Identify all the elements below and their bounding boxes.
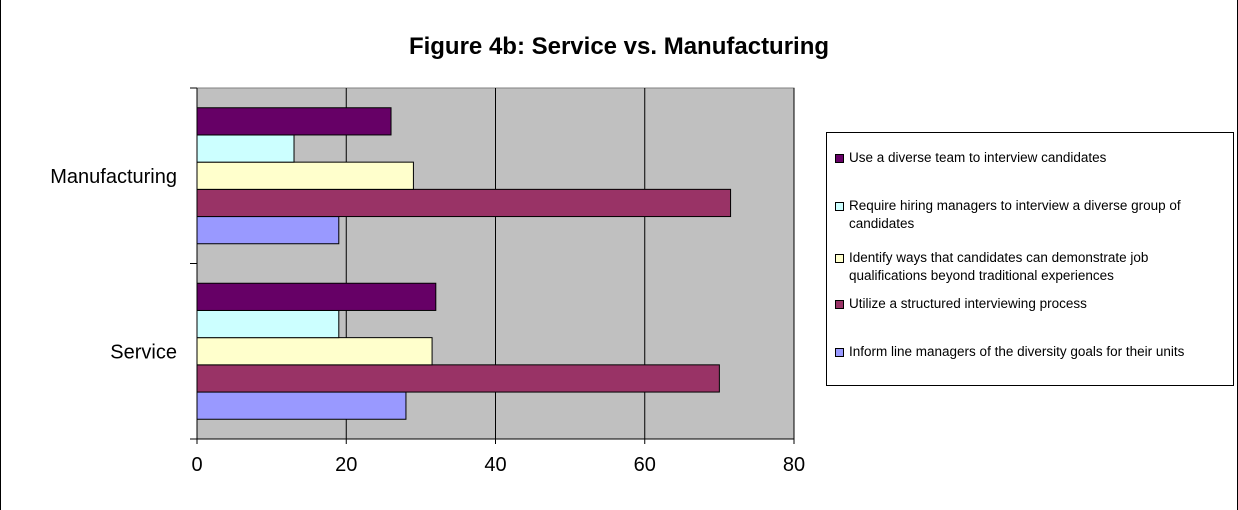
bar — [196, 107, 392, 136]
y-category-label: Manufacturing — [50, 166, 177, 188]
x-tick-label: 60 — [634, 454, 656, 476]
bar — [196, 161, 414, 190]
bar — [196, 134, 295, 163]
bar — [196, 364, 720, 393]
axes — [190, 87, 795, 444]
legend-item: Identify ways that candidates can demons… — [835, 249, 1229, 285]
legend-swatch — [835, 254, 844, 263]
axis-labels: 0 20 40 60 80 Service Manufacturing — [50, 166, 805, 476]
legend-swatch — [835, 300, 844, 309]
x-tick-label: 20 — [335, 454, 357, 476]
bar — [196, 188, 732, 218]
bar — [196, 337, 433, 366]
legend-swatch — [835, 202, 844, 211]
bars — [196, 107, 732, 420]
legend-label: Identify ways that candidates can demons… — [849, 250, 1149, 283]
chart-title: Figure 4b: Service vs. Manufacturing — [409, 33, 829, 60]
legend-swatch — [835, 348, 844, 357]
legend-label: Use a diverse team to interview candidat… — [849, 150, 1107, 165]
legend-item: Utilize a structured interviewing proces… — [835, 295, 1229, 313]
legend-item: Inform line managers of the diversity go… — [835, 343, 1229, 361]
legend-label: Utilize a structured interviewing proces… — [849, 296, 1087, 311]
legend: Use a diverse team to interview candidat… — [826, 132, 1234, 386]
x-tick-label: 80 — [783, 454, 805, 476]
x-tick-label: 0 — [191, 454, 202, 476]
legend-swatch — [835, 154, 844, 163]
bar — [196, 216, 340, 245]
legend-item: Use a diverse team to interview candidat… — [835, 149, 1229, 167]
x-tick-label: 40 — [484, 454, 506, 476]
legend-item: Require hiring managers to interview a d… — [835, 197, 1229, 233]
y-category-label: Service — [110, 341, 177, 363]
bar — [196, 391, 407, 420]
bar — [196, 282, 437, 311]
legend-label: Inform line managers of the diversity go… — [849, 344, 1185, 359]
legend-label: Require hiring managers to interview a d… — [849, 198, 1181, 231]
bar — [196, 309, 340, 339]
